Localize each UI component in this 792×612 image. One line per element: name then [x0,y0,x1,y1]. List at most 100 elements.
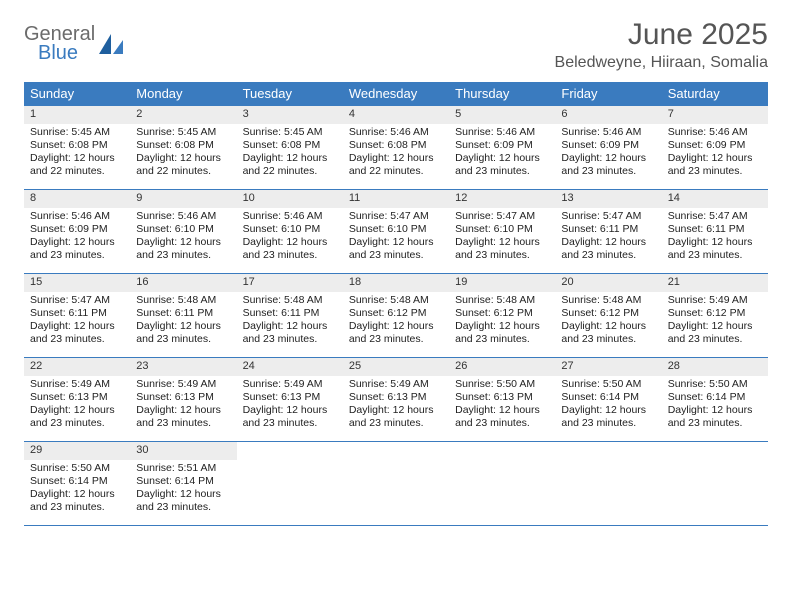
day-number: 15 [24,274,130,292]
sunrise-text: Sunrise: 5:46 AM [349,126,443,139]
day-number: 9 [130,190,236,208]
daylight-line2: and 23 minutes. [561,165,655,178]
calendar-cell: 7Sunrise: 5:46 AMSunset: 6:09 PMDaylight… [662,106,768,190]
daylight-line2: and 23 minutes. [243,333,337,346]
daylight-line2: and 23 minutes. [561,249,655,262]
day-number: 20 [555,274,661,292]
day-number: 6 [555,106,661,124]
daylight-line1: Daylight: 12 hours [455,152,549,165]
day-number: 30 [130,442,236,460]
daylight-line1: Daylight: 12 hours [30,320,124,333]
day-body: Sunrise: 5:45 AMSunset: 6:08 PMDaylight:… [24,124,130,183]
day-number: 23 [130,358,236,376]
weekday-header: Sunday [24,82,130,106]
day-body: Sunrise: 5:47 AMSunset: 6:10 PMDaylight:… [343,208,449,267]
sunrise-text: Sunrise: 5:45 AM [30,126,124,139]
weekday-header: Tuesday [237,82,343,106]
daylight-line1: Daylight: 12 hours [561,320,655,333]
sunset-text: Sunset: 6:09 PM [30,223,124,236]
daylight-line2: and 23 minutes. [30,417,124,430]
day-body: Sunrise: 5:50 AMSunset: 6:13 PMDaylight:… [449,376,555,435]
daylight-line1: Daylight: 12 hours [455,236,549,249]
sunrise-text: Sunrise: 5:46 AM [243,210,337,223]
sunset-text: Sunset: 6:09 PM [455,139,549,152]
day-body: Sunrise: 5:49 AMSunset: 6:13 PMDaylight:… [237,376,343,435]
calendar-cell: 1Sunrise: 5:45 AMSunset: 6:08 PMDaylight… [24,106,130,190]
calendar-table: Sunday Monday Tuesday Wednesday Thursday… [24,82,768,526]
calendar-cell: 19Sunrise: 5:48 AMSunset: 6:12 PMDayligh… [449,274,555,358]
daylight-line2: and 23 minutes. [30,501,124,514]
day-body: Sunrise: 5:50 AMSunset: 6:14 PMDaylight:… [662,376,768,435]
sunrise-text: Sunrise: 5:48 AM [455,294,549,307]
calendar-cell: 28Sunrise: 5:50 AMSunset: 6:14 PMDayligh… [662,358,768,442]
day-number: 5 [449,106,555,124]
sunset-text: Sunset: 6:13 PM [455,391,549,404]
daylight-line2: and 23 minutes. [561,333,655,346]
sunset-text: Sunset: 6:08 PM [30,139,124,152]
sunset-text: Sunset: 6:14 PM [30,475,124,488]
sunset-text: Sunset: 6:13 PM [349,391,443,404]
day-body: Sunrise: 5:50 AMSunset: 6:14 PMDaylight:… [24,460,130,519]
daylight-line2: and 23 minutes. [668,249,762,262]
sunset-text: Sunset: 6:14 PM [136,475,230,488]
sunrise-text: Sunrise: 5:49 AM [668,294,762,307]
calendar-cell: 30 Sunrise: 5:51 AMSunset: 6:14 PMDayligh… [130,442,236,526]
daylight-line2: and 23 minutes. [243,249,337,262]
daylight-line2: and 23 minutes. [561,417,655,430]
daylight-line2: and 23 minutes. [349,249,443,262]
calendar-cell [555,442,661,526]
sunset-text: Sunset: 6:13 PM [136,391,230,404]
sunset-text: Sunset: 6:12 PM [561,307,655,320]
day-number: 13 [555,190,661,208]
calendar-cell: 8Sunrise: 5:46 AMSunset: 6:09 PMDaylight… [24,190,130,274]
daylight-line2: and 22 minutes. [243,165,337,178]
sunrise-text: Sunrise: 5:49 AM [243,378,337,391]
daylight-line2: and 23 minutes. [455,165,549,178]
sunrise-text: Sunrise: 5:51 AM [136,462,230,475]
sunrise-text: Sunrise: 5:48 AM [243,294,337,307]
weekday-header: Saturday [662,82,768,106]
sunset-text: Sunset: 6:10 PM [455,223,549,236]
daylight-line1: Daylight: 12 hours [349,236,443,249]
day-body: Sunrise: 5:45 AMSunset: 6:08 PMDaylight:… [237,124,343,183]
weekday-header: Thursday [449,82,555,106]
sunrise-text: Sunrise: 5:50 AM [668,378,762,391]
calendar-cell: 13Sunrise: 5:47 AMSunset: 6:11 PMDayligh… [555,190,661,274]
daylight-line1: Daylight: 12 hours [243,320,337,333]
day-body: Sunrise: 5:47 AMSunset: 6:11 PMDaylight:… [662,208,768,267]
sunrise-text: Sunrise: 5:47 AM [455,210,549,223]
daylight-line2: and 23 minutes. [668,333,762,346]
calendar-cell: 4Sunrise: 5:46 AMSunset: 6:08 PMDaylight… [343,106,449,190]
day-number: 12 [449,190,555,208]
title-block: June 2025 Beledweyne, Hiiraan, Somalia [555,18,768,72]
daylight-line2: and 23 minutes. [349,417,443,430]
calendar-cell: 15Sunrise: 5:47 AMSunset: 6:11 PMDayligh… [24,274,130,358]
day-number: 27 [555,358,661,376]
daylight-line1: Daylight: 12 hours [243,404,337,417]
day-number: 1 [24,106,130,124]
sunrise-text: Sunrise: 5:49 AM [30,378,124,391]
day-number: 8 [24,190,130,208]
sunrise-text: Sunrise: 5:46 AM [455,126,549,139]
daylight-line2: and 23 minutes. [136,249,230,262]
calendar-cell: 16Sunrise: 5:48 AMSunset: 6:11 PMDayligh… [130,274,236,358]
calendar-cell: 20Sunrise: 5:48 AMSunset: 6:12 PMDayligh… [555,274,661,358]
calendar-cell [662,442,768,526]
calendar-cell: 9Sunrise: 5:46 AMSunset: 6:10 PMDaylight… [130,190,236,274]
daylight-line1: Daylight: 12 hours [136,236,230,249]
day-body: Sunrise: 5:48 AMSunset: 6:12 PMDaylight:… [343,292,449,351]
calendar-cell: 6Sunrise: 5:46 AMSunset: 6:09 PMDaylight… [555,106,661,190]
sunrise-text: Sunrise: 5:45 AM [243,126,337,139]
day-number: 4 [343,106,449,124]
daylight-line1: Daylight: 12 hours [561,236,655,249]
calendar-cell: 10Sunrise: 5:46 AMSunset: 6:10 PMDayligh… [237,190,343,274]
day-body: Sunrise: 5:49 AMSunset: 6:12 PMDaylight:… [662,292,768,351]
sunrise-text: Sunrise: 5:47 AM [668,210,762,223]
sunset-text: Sunset: 6:08 PM [136,139,230,152]
sunrise-text: Sunrise: 5:50 AM [455,378,549,391]
calendar-cell: 12 Sunrise: 5:47 AMSunset: 6:10 PMDayligh… [449,190,555,274]
daylight-line2: and 23 minutes. [455,333,549,346]
day-number: 25 [343,358,449,376]
daylight-line1: Daylight: 12 hours [136,488,230,501]
sunrise-text: Sunrise: 5:48 AM [136,294,230,307]
